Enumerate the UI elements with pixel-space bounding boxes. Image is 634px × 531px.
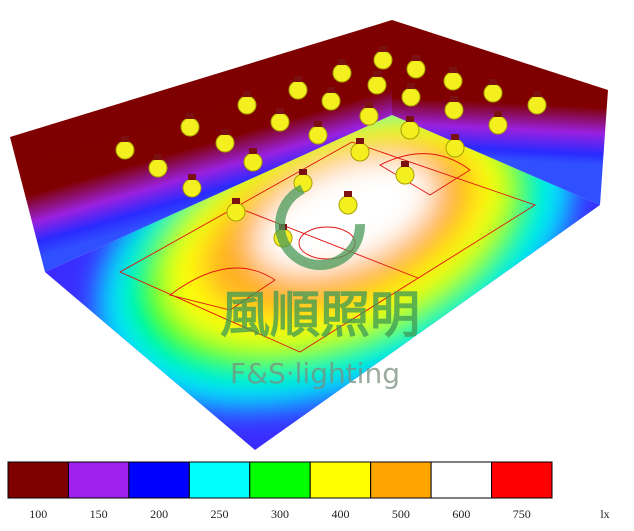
fixture-mount xyxy=(299,169,307,175)
legend-label: 300 xyxy=(271,507,289,521)
legend-label: 200 xyxy=(150,507,168,521)
fixture xyxy=(401,87,421,107)
fixture-mount xyxy=(121,136,129,142)
legend-label: 600 xyxy=(452,507,470,521)
fixture-mount xyxy=(243,91,251,97)
fixture-mount xyxy=(188,174,196,180)
fixture xyxy=(359,106,379,126)
fixture xyxy=(400,120,420,140)
fixture xyxy=(270,112,290,132)
fixture-mount xyxy=(294,76,302,82)
fixture-mount xyxy=(327,87,335,93)
fixture-mount xyxy=(489,79,497,85)
fixture xyxy=(243,152,263,172)
legend-label: 150 xyxy=(90,507,108,521)
fixture-mount xyxy=(451,134,459,140)
legend-label: 400 xyxy=(331,507,349,521)
fixture-mount xyxy=(186,113,194,119)
fixture xyxy=(406,59,426,79)
fixture-mount xyxy=(154,154,162,160)
brand-en: F&S·lighting xyxy=(230,357,400,390)
fixture xyxy=(373,50,393,70)
fixture-mount xyxy=(407,83,415,89)
fixture-mount xyxy=(249,148,257,154)
legend-label: 100 xyxy=(29,507,47,521)
fixture xyxy=(367,75,387,95)
legend-label: 250 xyxy=(211,507,229,521)
fixture xyxy=(483,83,503,103)
fixture xyxy=(215,133,235,153)
fixture-mount xyxy=(450,96,458,102)
legend-unit: lx xyxy=(600,507,609,521)
fixture-mount xyxy=(533,91,541,97)
fixture xyxy=(338,195,358,215)
legend-swatch xyxy=(67,461,130,499)
fixture xyxy=(395,165,415,185)
fixture xyxy=(488,115,508,135)
fixture-mount xyxy=(276,108,284,114)
fixture xyxy=(445,138,465,158)
legend-swatch xyxy=(491,461,553,499)
fixture xyxy=(350,142,370,162)
fixture xyxy=(444,100,464,120)
legend-swatch xyxy=(430,461,493,499)
fixture xyxy=(527,95,547,115)
fixtures xyxy=(115,46,547,248)
legend-swatch xyxy=(249,461,311,499)
legend-swatch xyxy=(370,461,432,499)
fixture xyxy=(288,80,308,100)
watermark: 風順照明 F&S·lighting xyxy=(220,180,420,390)
fixture-mount xyxy=(221,129,229,135)
fixture-mount xyxy=(314,121,322,127)
legend-label: 750 xyxy=(513,507,531,521)
brand-cn: 風順照明 xyxy=(220,286,420,344)
fixture xyxy=(443,71,463,91)
fixture xyxy=(180,117,200,137)
room xyxy=(10,20,608,450)
legend-swatch xyxy=(188,461,251,499)
fixture xyxy=(332,63,352,83)
fixture xyxy=(182,178,202,198)
fixture xyxy=(148,158,168,178)
fixture-mount xyxy=(449,67,457,73)
legend: lx 100 150 200 250 300 400 500 600 750 xyxy=(7,461,610,521)
fixture xyxy=(226,202,246,222)
fixture-mount xyxy=(373,71,381,77)
fixture-mount xyxy=(356,138,364,144)
fixture xyxy=(237,95,257,115)
fixture xyxy=(308,125,328,145)
legend-swatch xyxy=(128,461,190,499)
fixture xyxy=(115,140,135,160)
legend-swatch xyxy=(309,461,372,499)
fixture-mount xyxy=(379,46,387,52)
legend-label: 500 xyxy=(392,507,410,521)
fixture xyxy=(321,91,341,111)
fixture-mount xyxy=(232,198,240,204)
fixture-mount xyxy=(344,191,352,197)
logo xyxy=(275,180,365,270)
fixture-mount xyxy=(412,55,420,61)
fixture-mount xyxy=(494,111,502,117)
legend-swatch xyxy=(7,461,69,499)
fixture-mount xyxy=(338,59,346,65)
fixture-mount xyxy=(365,102,373,108)
fixture-mount xyxy=(406,116,414,122)
fixture-mount xyxy=(401,161,409,167)
